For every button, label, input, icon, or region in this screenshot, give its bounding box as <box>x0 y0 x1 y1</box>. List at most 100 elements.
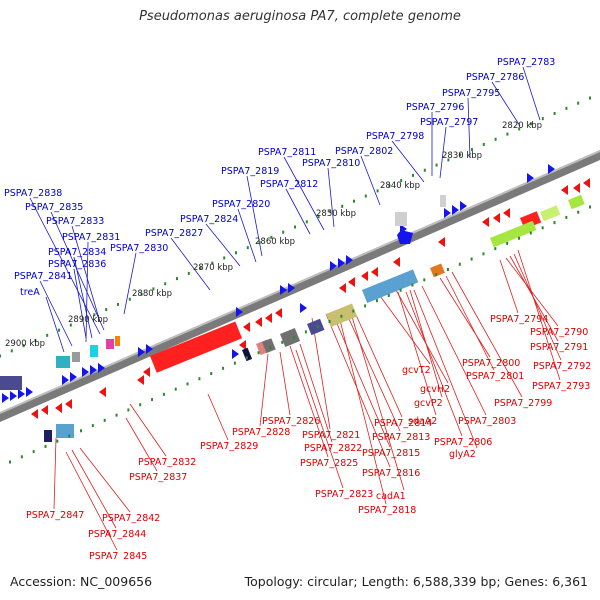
reverse-leader <box>395 289 449 384</box>
reverse-gene-label: PSPA7_2814 <box>374 418 432 429</box>
reverse-gene <box>493 213 500 223</box>
reverse-leader <box>405 291 463 437</box>
forward-gene-label: PSPA7_2795 <box>442 88 500 99</box>
reverse-gene-label: PSPA7_2800 <box>462 358 520 369</box>
forward-gene <box>138 347 145 357</box>
inner-track-tick <box>151 398 154 402</box>
outer-track-tick <box>223 256 226 260</box>
outer-track-tick <box>258 240 261 244</box>
inner-track-tick <box>316 325 319 329</box>
reverse-leader <box>207 393 229 441</box>
forward-gene-label: PSPA7_2796 <box>406 102 464 113</box>
reverse-leader <box>53 437 57 510</box>
gene-block <box>106 339 114 349</box>
inner-track-tick <box>91 424 94 428</box>
reverse-gene <box>265 313 272 323</box>
inner-track-tick <box>210 372 213 376</box>
forward-gene-label: PSPA7_2783 <box>497 57 555 68</box>
inner-track-tick <box>103 418 106 422</box>
reverse-gene-label: PSPA7_2799 <box>494 398 552 409</box>
forward-gene-label: PSPA7_2819 <box>221 166 279 177</box>
reverse-gene-label: PSPA7_2844 <box>88 529 146 540</box>
reverse-gene-label: PSPA7_2792 <box>533 361 591 372</box>
forward-leader <box>71 225 101 323</box>
inner-track-tick <box>233 361 236 365</box>
outer-track-tick <box>22 344 25 348</box>
reverse-gene-label: PSPA7_2845 <box>89 551 147 560</box>
long-reverse-gene-block <box>149 321 243 373</box>
forward-gene-label: PSPA7_2798 <box>366 131 424 142</box>
inner-track-tick <box>470 257 473 261</box>
map-title: Pseudomonas aeruginosa PA7, complete gen… <box>139 9 461 24</box>
gene-block <box>115 336 120 346</box>
gene-block <box>44 430 52 442</box>
reverse-gene-label: PSPA7_2822 <box>304 443 362 454</box>
outer-track-tick <box>412 173 414 177</box>
inner-track-tick <box>506 241 509 245</box>
gene-block <box>90 345 98 357</box>
reverse-gene-label: PSPA7_2847 <box>26 510 84 521</box>
outer-track-tick <box>93 313 96 317</box>
forward-leader <box>439 126 447 179</box>
forward-leader <box>237 208 257 263</box>
forward-gene-label: PSPA7_2834 <box>48 247 106 258</box>
reverse-gene <box>137 375 144 385</box>
inner-track-tick <box>139 403 142 407</box>
outer-track-tick <box>471 148 473 152</box>
forward-gene <box>280 285 287 295</box>
operon-block <box>362 269 419 303</box>
inner-track-tick <box>541 226 544 230</box>
forward-gene-label: PSPA7_2812 <box>260 179 318 190</box>
reverse-gene <box>275 308 282 318</box>
reverse-leader <box>379 295 431 365</box>
reverse-gene-label: PSPA7_2816 <box>362 468 420 479</box>
genome-map: 2820 kbp 2830 kbp 2840 kbp 2850 kbp 2860 kbp… <box>0 57 600 560</box>
outer-track-tick <box>541 117 544 121</box>
forward-leader <box>283 156 325 231</box>
gene-block <box>440 195 446 207</box>
forward-leader <box>29 197 101 335</box>
reverse-gene <box>339 283 346 293</box>
inner-track-tick <box>352 309 355 313</box>
reverse-leader <box>295 349 344 489</box>
inner-track-tick <box>222 366 225 370</box>
reverse-gene-label: PSPA7_2826 <box>262 416 320 427</box>
reverse-gene <box>503 208 510 218</box>
outer-track-tick <box>388 184 391 188</box>
forward-gene <box>18 389 25 399</box>
reverse-gene-label: PSPA7_2837 <box>129 472 187 483</box>
forward-leader <box>73 256 93 339</box>
forward-gene-label: PSPA7_2797 <box>420 117 478 128</box>
inner-track-tick <box>423 278 426 282</box>
reverse-leader <box>339 319 387 505</box>
inner-track-tick <box>68 434 71 438</box>
inner-track-tick <box>198 377 201 381</box>
inner-track-tick <box>375 299 378 303</box>
forward-leader <box>491 81 521 127</box>
forward-leader <box>360 155 381 206</box>
reverse-gene-label: sdaA2 <box>408 416 437 427</box>
kbp-label: 2860 kbp <box>255 237 295 247</box>
outer-track-tick <box>506 132 509 136</box>
outer-track-tick <box>530 122 532 126</box>
outer-track-tick <box>152 287 155 291</box>
inner-track-tick <box>281 340 284 344</box>
outer-track-tick <box>128 297 131 301</box>
forward-gene <box>288 283 295 293</box>
forward-gene-label: PSPA7_2827 <box>145 228 203 239</box>
forward-gene-label: PSPA7_2835 <box>25 202 83 213</box>
inner-track-tick <box>80 429 83 433</box>
kbp-label: 2870 kbp <box>193 263 233 273</box>
gene-block <box>539 205 561 222</box>
inner-track-tick <box>245 356 248 360</box>
kbp-label: 2900 kbp <box>5 339 45 349</box>
inner-track-tick <box>446 267 449 271</box>
inner-track-tick <box>482 252 485 256</box>
outer-track-tick <box>589 96 591 100</box>
reverse-gene-label: PSPA7_2823 <box>315 489 373 500</box>
inner-track-tick <box>186 382 189 386</box>
reverse-gene-label: gcvP2 <box>414 398 443 409</box>
inner-track-tick <box>399 288 402 292</box>
outer-track-tick <box>117 302 119 306</box>
outer-track-tick <box>187 271 190 275</box>
